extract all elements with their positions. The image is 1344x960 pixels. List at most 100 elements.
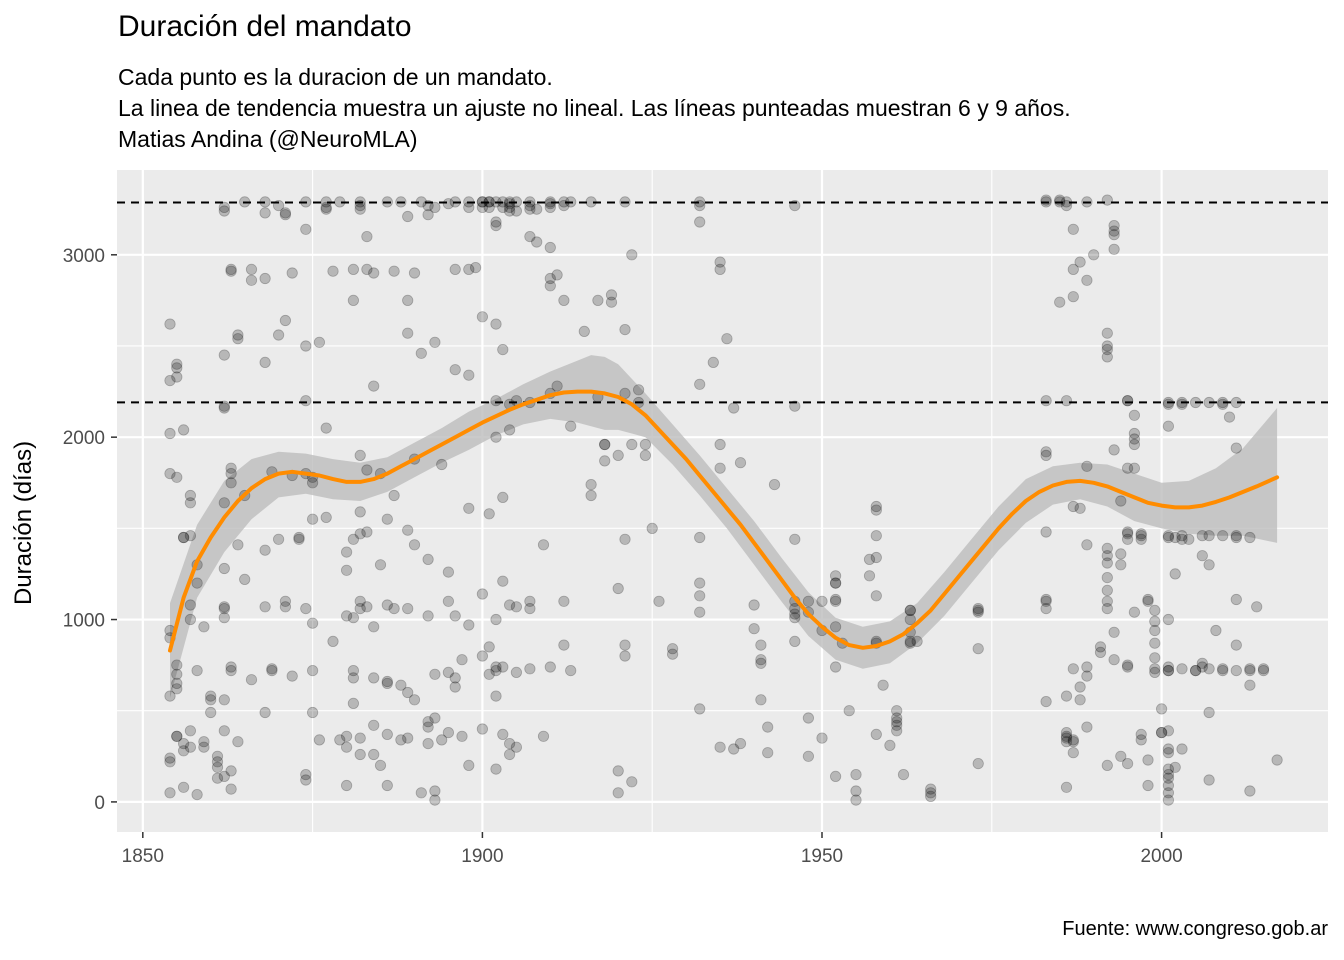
data-point <box>164 756 176 768</box>
data-point <box>1176 533 1188 545</box>
data-point <box>225 477 237 489</box>
data-point <box>1122 462 1134 474</box>
data-point <box>239 573 251 586</box>
data-point <box>463 759 475 772</box>
data-point <box>171 362 183 374</box>
data-point <box>1067 500 1079 513</box>
data-point <box>1230 442 1242 454</box>
data-point <box>524 231 536 243</box>
data-point <box>694 531 706 544</box>
data-point <box>232 736 244 748</box>
data-point <box>449 610 461 622</box>
data-point <box>232 333 244 345</box>
data-point <box>1101 194 1113 206</box>
data-point <box>1210 624 1222 637</box>
data-point <box>381 675 393 688</box>
data-point <box>361 231 373 243</box>
data-point <box>1122 533 1134 545</box>
data-point <box>816 732 828 744</box>
data-points <box>164 194 1283 806</box>
data-point <box>1040 695 1052 708</box>
data-point <box>1122 661 1134 673</box>
data-point <box>1149 604 1161 617</box>
data-point <box>381 728 393 741</box>
data-point <box>347 294 359 306</box>
data-point <box>884 739 896 752</box>
data-point <box>863 570 876 582</box>
data-point <box>422 553 434 566</box>
data-point <box>1190 396 1202 409</box>
data-point <box>1162 398 1175 410</box>
data-point <box>422 209 434 221</box>
data-point <box>334 734 346 746</box>
data-point <box>184 530 196 542</box>
data-point <box>694 590 706 602</box>
data-point <box>1040 526 1052 538</box>
data-point <box>1142 593 1154 606</box>
data-point <box>436 734 448 746</box>
data-point <box>436 458 448 471</box>
data-point <box>510 666 523 679</box>
data-point <box>503 198 516 210</box>
data-point <box>1128 409 1141 421</box>
data-point <box>891 716 903 728</box>
data-point <box>972 604 984 617</box>
data-point <box>164 427 176 440</box>
data-point <box>829 593 842 606</box>
data-point <box>184 613 196 626</box>
data-point <box>232 329 244 341</box>
data-point <box>463 619 475 631</box>
data-point <box>497 196 509 208</box>
data-point <box>1149 652 1161 664</box>
data-point <box>1230 531 1242 544</box>
data-point <box>184 725 196 737</box>
data-point <box>442 566 454 578</box>
x-tick-label: 1950 <box>801 846 843 867</box>
data-point <box>402 327 414 339</box>
data-point <box>1081 661 1093 673</box>
data-point <box>1156 726 1168 739</box>
data-point <box>293 531 305 544</box>
data-point <box>558 294 570 306</box>
data-point <box>1257 664 1270 677</box>
data-point <box>524 663 536 675</box>
data-point <box>551 380 563 392</box>
data-point <box>368 719 380 731</box>
data-point <box>218 602 230 615</box>
data-point <box>1156 703 1168 715</box>
data-point <box>327 265 339 277</box>
data-point <box>599 438 611 451</box>
data-point <box>497 491 509 503</box>
data-point <box>347 263 359 275</box>
data-point <box>829 595 842 607</box>
data-point <box>368 748 380 761</box>
data-point <box>266 663 278 675</box>
data-point <box>361 526 373 538</box>
data-point <box>184 489 196 502</box>
data-point <box>178 531 190 544</box>
data-point <box>891 725 903 737</box>
data-point <box>171 371 183 383</box>
data-point <box>537 539 550 551</box>
data-point <box>354 528 366 540</box>
data-point <box>829 770 842 783</box>
data-point <box>1142 754 1154 766</box>
data-point <box>1054 296 1066 308</box>
data-point <box>171 659 183 671</box>
data-point <box>789 200 801 212</box>
data-point <box>639 449 652 461</box>
data-point <box>272 533 285 545</box>
data-point <box>1122 528 1134 540</box>
data-point <box>503 748 516 761</box>
data-point <box>612 449 624 461</box>
data-point <box>429 201 441 213</box>
data-point <box>476 650 488 662</box>
data-point <box>1196 550 1208 562</box>
data-point <box>1230 664 1242 677</box>
data-point <box>531 203 543 215</box>
data-point <box>306 664 319 677</box>
data-point <box>408 694 421 706</box>
data-point <box>1060 732 1073 744</box>
data-point <box>171 683 183 695</box>
data-point <box>402 294 414 306</box>
